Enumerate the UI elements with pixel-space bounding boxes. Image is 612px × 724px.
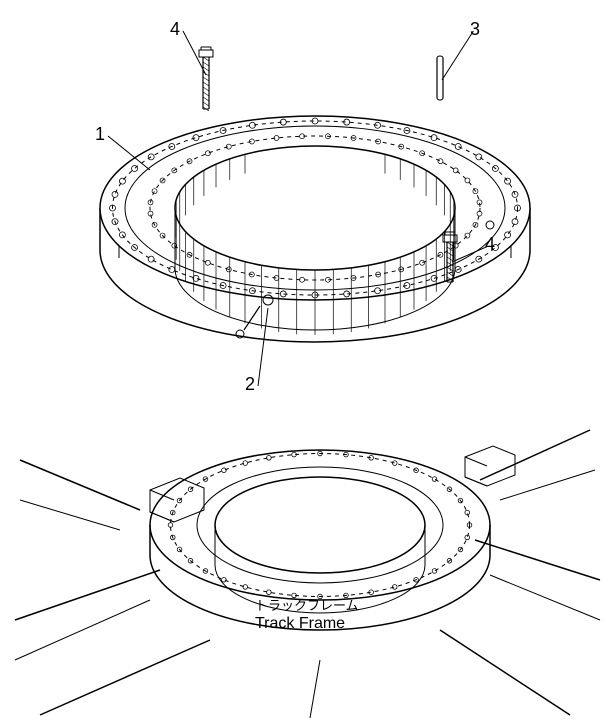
track-frame-label-jp: トラックフレーム [255, 598, 359, 613]
swing-circle-diagram: トラックフレーム Track Frame 1 2 3 4 4 [0, 0, 612, 724]
callout-1: 1 [95, 124, 105, 144]
callout-2: 2 [245, 374, 255, 394]
callout-3: 3 [470, 19, 480, 39]
callout-4: 4 [170, 19, 180, 39]
track-frame-label-en: Track Frame [255, 615, 345, 632]
callout-4: 4 [485, 234, 495, 254]
